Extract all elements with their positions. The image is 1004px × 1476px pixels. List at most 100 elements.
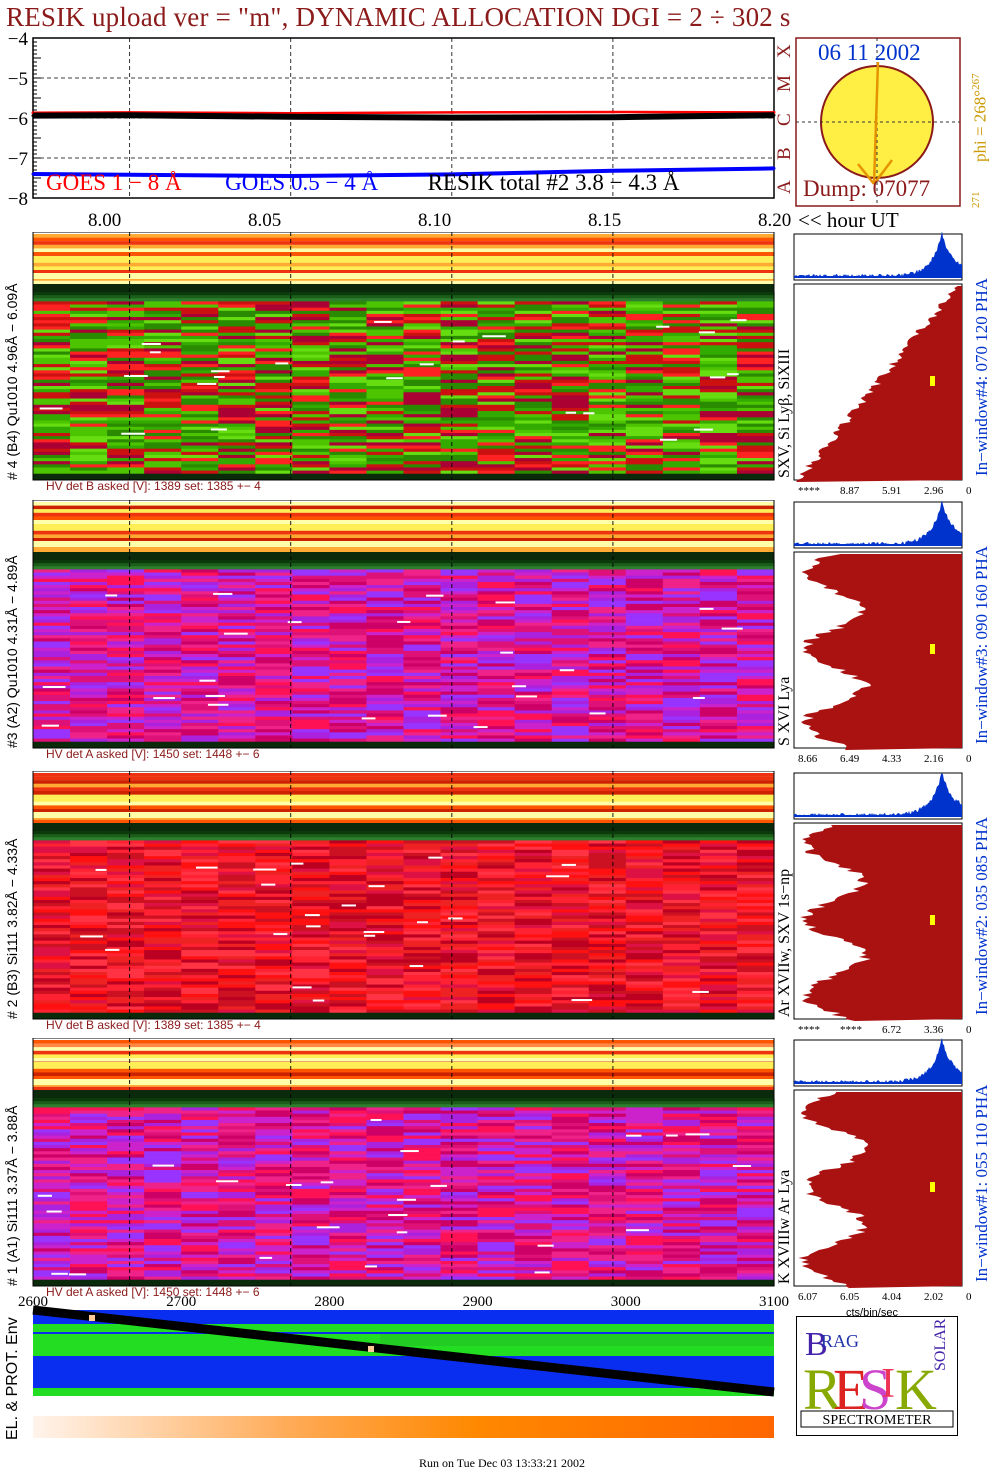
spectrum-fill (798, 1092, 962, 1288)
page-title: RESIK upload ver = "m", DYNAMIC ALLOCATI… (6, 2, 791, 32)
logo-graphic: B RAG R E S I K SOLAR SPECTROMETER (800, 1318, 954, 1428)
orbit-track (32, 1305, 775, 1397)
spectrum-fill (800, 825, 962, 1021)
orbit-tick: 2800 (314, 1294, 344, 1310)
spec-tick: **** (798, 1024, 820, 1035)
pha-spectrum-2: **** **** 6.72 3.36 0.00 (793, 772, 972, 1035)
time-tick: 8.20 (758, 210, 792, 231)
time-tick: 8.10 (418, 210, 452, 231)
spec-tick: 2.16 (924, 753, 944, 764)
series-point (289, 174, 293, 178)
pha-histogram (794, 773, 962, 817)
lightcurve-series (31, 110, 776, 179)
orbit-label: EL. & PROT. Env (4, 1317, 21, 1440)
series-line-3 (32, 166, 775, 179)
orbit-tick: 2600 (18, 1294, 48, 1310)
pha-spectrum-4: **** 8.87 5.91 2.96 0.00 (793, 232, 972, 496)
window-marker (930, 1182, 935, 1192)
channel-label: #3 (A2) Qu1010 4.31Å − 4.89Å (4, 555, 20, 748)
spectrum-fill (801, 554, 962, 750)
spec-tick: 5.91 (882, 485, 901, 496)
spec-tick: 8.87 (840, 485, 860, 496)
lightcurve-legend: GOES 1 − 8 Å GOES 0.5 − 4 Å RESIK total … (46, 170, 679, 196)
legend-goes-long: GOES 1 − 8 Å (46, 170, 182, 195)
time-unit-label: << hour UT (798, 208, 899, 232)
series-point (450, 110, 454, 114)
spec-tick: **** (840, 1024, 862, 1035)
channel-4: # 4 (B4) Qu1010 4.96Å − 6.09Å HV det B as… (0, 232, 1004, 496)
flux-tick-label: −4 (8, 30, 29, 50)
spec-tick: 0.00 (966, 1291, 972, 1302)
window-marker (930, 644, 935, 654)
series-line-2 (32, 112, 775, 121)
time-axis: 8.00 8.05 8.10 8.15 8.20 (0, 210, 800, 234)
lightcurve-chart: −4 −5 −6 −7 −8 (8, 30, 776, 210)
series-point (128, 113, 132, 117)
spectrogram-1 (32, 1038, 775, 1287)
series-point (289, 115, 293, 119)
hv-status: HV det A asked [V]: 1450 set: 1448 +− 6 (46, 1285, 260, 1299)
series-point (128, 173, 132, 177)
class-letter: A (774, 180, 795, 194)
series-point (450, 172, 454, 176)
class-letter: M (774, 75, 795, 92)
flux-tick-label: −5 (8, 69, 28, 90)
spectrogram-3 (32, 500, 775, 749)
series-point (31, 114, 35, 118)
flux-tick-label: −7 (8, 149, 28, 170)
flux-tick-label: −8 (8, 189, 28, 210)
class-letter: C (774, 113, 795, 126)
channel-1: # 1 (A1) Si111 3.37Å − 3.88Å HV det A ask… (0, 1038, 1004, 1302)
orbit-color-strip (33, 1416, 774, 1438)
phi-label: phi = 268°267 (970, 73, 990, 162)
channel-label: # 2 (B3) Si111 3.82Å − 4.33Å (4, 838, 20, 1019)
spec-tick: 2.96 (924, 485, 944, 496)
goes-class-letters: X M C B A (774, 44, 795, 194)
sun-panel: X M C B A (774, 37, 961, 207)
pha-histogram (794, 1038, 962, 1084)
legend-resik-total: RESIK total #2 3.8 − 4.3 Å (427, 170, 680, 195)
series-point (611, 110, 615, 114)
spec-tick: 4.04 (882, 1291, 902, 1302)
window-label: In−window#1: 055 110 PHA (972, 1084, 991, 1282)
spec-tick: 3.36 (924, 1024, 944, 1035)
spacecraft-axis-icon (872, 61, 880, 185)
window-label: In−window#4: 070 120 PHA (972, 277, 991, 476)
pha-spectrum-1: 6.07 6.05 4.04 2.02 0.00 (793, 1038, 972, 1302)
time-tick: 8.05 (248, 210, 282, 231)
spec-tick: **** (798, 485, 820, 496)
lightcurve-y-ticks: −4 −5 −6 −7 −8 (8, 30, 41, 210)
spec-tick: 6.72 (882, 1024, 901, 1035)
series-point (450, 116, 454, 120)
orbit-tick: 3000 (611, 1294, 641, 1310)
window-marker (930, 915, 935, 925)
window-marker (930, 376, 935, 386)
series-point (772, 166, 776, 170)
orbit-tick: 2700 (166, 1294, 196, 1310)
spectrogram-4 (32, 232, 775, 481)
logo-caption: SPECTROMETER (823, 1413, 933, 1428)
phi-low: 271 (970, 191, 982, 209)
spec-tick: 0.00 (966, 1024, 972, 1035)
time-tick: 8.00 (88, 210, 122, 231)
channel-2: # 2 (B3) Si111 3.82Å − 4.33Å HV det B ask… (0, 771, 1004, 1035)
spec-unit: cts/bin/sec (846, 1307, 898, 1319)
orbit-panel: 2600 2700 2800 2900 3000 3100 (18, 1294, 789, 1438)
orbit-tick: 3100 (759, 1294, 789, 1310)
flux-tick-label: −6 (8, 109, 28, 130)
sun-date: 06 11 2002 (818, 40, 921, 65)
pha-spectrum-3: 8.66 6.49 4.33 2.16 0.00 (793, 500, 972, 764)
time-tick: 8.15 (588, 210, 622, 231)
legend-goes-short: GOES 0.5 − 4 Å (225, 170, 379, 195)
spectrogram-2 (32, 771, 775, 1020)
hv-status: HV det B asked [V]: 1389 set: 1385 +− 4 (46, 479, 261, 493)
window-label: In−window#3: 090 160 PHA (972, 545, 991, 744)
channel-3: #3 (A2) Qu1010 4.31Å − 4.89Å HV det A ask… (0, 500, 1004, 764)
spec-tick: 6.49 (840, 753, 860, 764)
spec-tick: 0.00 (966, 485, 972, 496)
spectrum-fill (796, 286, 962, 482)
spec-tick: 6.07 (798, 1291, 818, 1302)
dump-number: Dump: 07077 (803, 176, 931, 201)
spec-tick: 4.33 (882, 753, 902, 764)
series-point (772, 113, 776, 117)
